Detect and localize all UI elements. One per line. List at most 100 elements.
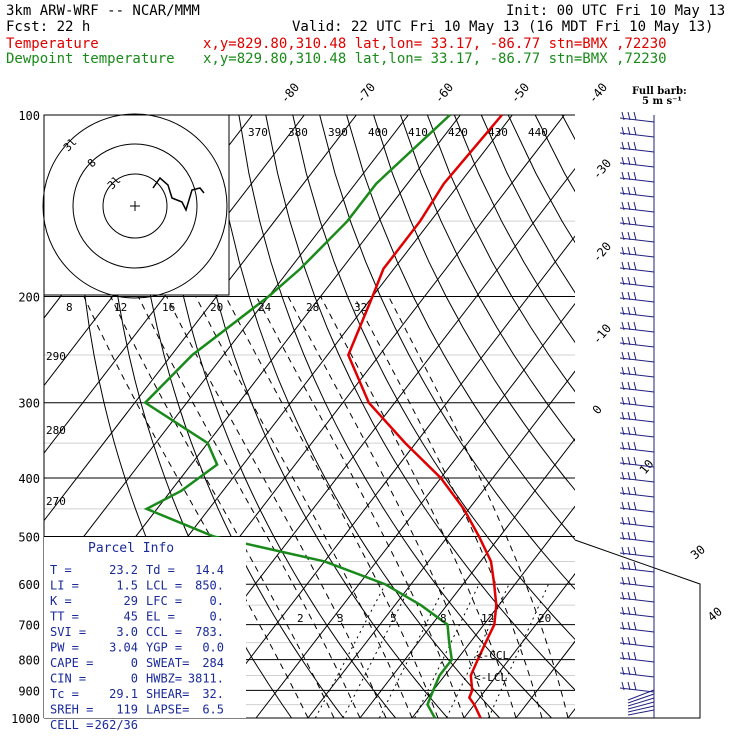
isotherm xyxy=(359,437,575,718)
wind-barb xyxy=(619,621,655,633)
moist-adiabat xyxy=(255,296,465,718)
wind-barb xyxy=(619,456,655,468)
isotherm xyxy=(255,302,575,718)
wind-barb xyxy=(619,531,655,543)
wind-barb xyxy=(619,321,655,333)
legend-temperature: Temperature xyxy=(6,36,99,52)
hodograph-ring xyxy=(102,173,168,239)
parcel-param-label: TT = xyxy=(50,610,79,624)
parcel-param-label: CAPE = xyxy=(50,656,93,670)
dry-adiabat xyxy=(589,115,740,718)
skew-frame xyxy=(574,539,701,719)
wind-barb xyxy=(619,186,655,198)
pressure-tick-label: 1000 xyxy=(11,712,40,726)
barb-legend-title: Full barb: xyxy=(632,86,687,97)
parcel-param-label: SHEAR= xyxy=(146,687,189,701)
lcl-marker: <-LCL xyxy=(474,671,507,684)
parcel-param-label: CIN = xyxy=(50,672,86,686)
wind-barb xyxy=(619,591,655,603)
parcel-param-label: Tc = xyxy=(50,687,79,701)
valid-time-label: Valid: 22 UTC Fri 10 May 13 (16 MDT Fri … xyxy=(292,19,713,35)
parcel-param-label: LI = xyxy=(50,579,79,593)
parcel-param-label: PW = xyxy=(50,641,79,655)
wind-barb xyxy=(627,701,655,710)
parcel-param-value: 29.1 xyxy=(109,687,138,701)
location-info-dewpoint: x,y=829.80,310.48 lat,lon= 33.17, -86.77… xyxy=(203,51,667,67)
parcel-param-label: LFC = xyxy=(146,594,182,608)
wind-barb xyxy=(619,171,655,183)
wind-barb xyxy=(619,441,655,453)
parcel-param-label: SREH = xyxy=(50,703,93,717)
isotherm xyxy=(411,505,575,718)
parcel-param-value: 14.4 xyxy=(195,563,224,577)
wind-barb xyxy=(619,411,655,423)
parcel-info-box xyxy=(44,537,246,718)
wind-barb xyxy=(619,381,655,393)
pressure-tick-label: 500 xyxy=(18,530,40,544)
diagram-grid xyxy=(43,114,740,719)
isotherm xyxy=(620,115,740,718)
skew-label: 30 xyxy=(688,542,708,562)
potential-temperature-label: 270 xyxy=(46,495,66,508)
potential-temperature-label: 370 xyxy=(248,126,268,139)
wind-barb xyxy=(619,636,655,648)
mixing-ratio-label: 12 xyxy=(481,612,494,625)
dry-adiabat xyxy=(373,115,575,491)
parcel-param-label: LCL = xyxy=(146,579,182,593)
mixing-ratio-line xyxy=(342,583,412,718)
dry-adiabat xyxy=(346,115,575,541)
wind-barb xyxy=(619,276,655,288)
potential-temperature-label: 290 xyxy=(46,350,66,363)
wind-barb xyxy=(627,709,655,716)
mixing-ratio-label: 3 xyxy=(337,612,344,625)
parcel-param-value: 45 xyxy=(124,610,138,624)
pressure-tick-label: 400 xyxy=(18,472,40,486)
barb-legend-units: 5 m s⁻¹ xyxy=(642,96,682,107)
hodograph-trace xyxy=(152,176,205,213)
dry-adiabat xyxy=(534,115,575,193)
parcel-param-value: 3.0 xyxy=(116,625,138,639)
wind-barb xyxy=(619,351,655,363)
parcel-param-value: 0. xyxy=(210,594,224,608)
wind-barb xyxy=(619,561,655,573)
parcel-info-title: Parcel Info xyxy=(88,541,174,556)
hodograph-frame xyxy=(43,114,230,296)
temperature-tick-label: -50 xyxy=(508,80,533,106)
hodograph-speed-label: 24 xyxy=(258,301,272,314)
dry-adiabat xyxy=(480,115,575,294)
dry-adiabat xyxy=(453,115,575,344)
potential-temperature-label: 380 xyxy=(288,126,308,139)
mixing-ratio-line xyxy=(446,584,510,718)
wind-barb xyxy=(619,576,655,588)
wind-barb xyxy=(619,501,655,513)
wind-barb xyxy=(619,516,655,528)
parcel-param-label: CELL = xyxy=(50,718,93,732)
wind-barb xyxy=(619,651,655,663)
dry-adiabat xyxy=(184,115,448,718)
wind-barb xyxy=(619,606,655,618)
pressure-tick-label: 600 xyxy=(18,578,40,592)
wind-barb xyxy=(619,111,655,123)
parcel-param-value: 0. xyxy=(210,610,224,624)
parcel-param-value: 3811. xyxy=(188,672,224,686)
isotherm xyxy=(44,115,357,522)
temperature-tick-label: -20 xyxy=(590,239,615,265)
hodograph-speed-label: 28 xyxy=(306,301,319,314)
parcel-param-label: YGP = xyxy=(146,641,182,655)
temperature-tick-label: -60 xyxy=(432,80,457,106)
mixing-ratio-label: 2 xyxy=(297,612,304,625)
dry-adiabat xyxy=(211,115,500,718)
hodograph-speed-label: 20 xyxy=(210,301,223,314)
parcel-param-value: 262/36 xyxy=(95,718,138,732)
parcel-param-label: K = xyxy=(50,594,72,608)
potential-temperature-label: 440 xyxy=(528,126,548,139)
ccl-marker: <-CCL xyxy=(476,649,509,662)
wind-barb xyxy=(619,486,655,498)
isotherm xyxy=(44,115,409,589)
potential-temperature-label: 280 xyxy=(46,424,66,437)
mixing-ratio-label: 5 xyxy=(390,612,397,625)
dewpoint-profile xyxy=(143,114,454,719)
temperature-tick-label: -70 xyxy=(354,80,379,106)
